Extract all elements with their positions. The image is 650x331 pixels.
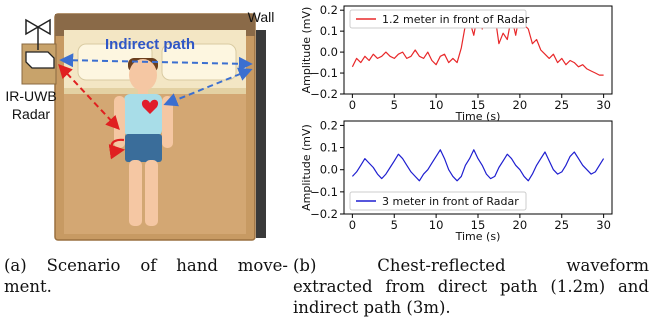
caption-a: (a) Scenario of hand move- ment. xyxy=(4,255,288,297)
caption-b-line2: extracted from direct path (1.2m) and xyxy=(293,277,649,296)
x-tick-label: 10 xyxy=(429,98,444,112)
x-tick-label: 15 xyxy=(471,218,486,232)
x-tick-label: 20 xyxy=(513,218,528,232)
hand-motion-arc-icon xyxy=(108,138,126,160)
bed-sheet-fold xyxy=(64,88,246,94)
x-tick-label: 30 xyxy=(596,98,611,112)
person-neck xyxy=(138,88,148,96)
caption-b-line1: (b) Chest-reflected waveform xyxy=(293,256,649,275)
series-line xyxy=(351,149,605,182)
indirect-path-arrow-radar-wall xyxy=(59,53,253,71)
x-tick-label: 25 xyxy=(554,98,569,112)
x-axis-label: Time (s) xyxy=(455,230,501,243)
indirect-path-arrow-wall-person xyxy=(163,67,253,107)
chart-direct-path: 0 5 10 15 20 25 30 −0.2 −0.1 0.0 0.1 0.2 Time (s) Amp… xyxy=(300,3,613,123)
x-tick-label: 25 xyxy=(554,218,569,232)
y-tick-label: 0.2 xyxy=(320,3,338,17)
heart-icon xyxy=(141,99,159,114)
y-tick-label: 0.2 xyxy=(320,118,338,132)
person-arm-right xyxy=(162,96,173,148)
direct-path-arrow xyxy=(58,63,120,131)
caption-a-line2: ment. xyxy=(4,277,52,296)
person-shorts xyxy=(125,134,162,162)
radar-label-line2: Radar xyxy=(12,106,50,122)
y-tick-label: −0.2 xyxy=(310,87,338,101)
x-tick-label: 20 xyxy=(513,98,528,112)
figure-canvas: Wall Indirect path IR-UWB Radar 0 5 10 15 20… xyxy=(5,3,613,243)
radar-device xyxy=(21,18,57,85)
x-tick-label: 5 xyxy=(391,98,398,112)
x-tick-label: 5 xyxy=(391,218,398,232)
y-tick-label: −0.1 xyxy=(310,66,338,80)
indirect-path-label: Indirect path xyxy=(105,36,195,53)
chart-indirect-path: 0 5 10 15 20 25 30 −0.2 −0.1 0.0 0.1 0.2 Time (s) Amp… xyxy=(300,118,613,243)
y-axis-label: Amplitude (mV) xyxy=(300,124,313,211)
radar-label-line1: IR-UWB xyxy=(5,88,56,104)
y-tick-label: 0.0 xyxy=(320,163,338,177)
caption-a-line1: (a) Scenario of hand move- xyxy=(4,256,288,275)
caption-b: (b) Chest-reflected waveform extracted f… xyxy=(293,255,649,318)
y-tick-label: −0.1 xyxy=(310,185,338,199)
legend-box xyxy=(349,9,527,29)
legend-box xyxy=(349,191,527,211)
wall xyxy=(256,30,266,238)
wall-label: Wall xyxy=(248,9,275,25)
y-tick-label: 0.1 xyxy=(320,24,338,38)
legend-label: 3 meter in front of Radar xyxy=(382,195,519,208)
y-tick-label: −0.2 xyxy=(310,207,338,221)
y-axis-label: Amplitude (mV) xyxy=(300,7,313,94)
legend-label: 1.2 meter in front of Radar xyxy=(382,13,530,26)
x-tick-label: 15 xyxy=(471,98,486,112)
x-tick-label: 10 xyxy=(429,218,444,232)
x-axis-label: Time (s) xyxy=(455,110,501,123)
person-head xyxy=(129,59,157,91)
caption-b-line3: indirect path (3m). xyxy=(293,298,451,317)
x-tick-label: 0 xyxy=(349,218,356,232)
x-tick-label: 30 xyxy=(596,218,611,232)
person-leg-right xyxy=(145,160,158,226)
x-tick-label: 0 xyxy=(349,98,356,112)
radar-module-icon xyxy=(25,51,55,69)
y-tick-label: 0.0 xyxy=(320,45,338,59)
radar-antenna-icon xyxy=(25,18,51,50)
person-leg-left xyxy=(129,160,142,226)
y-tick-label: 0.1 xyxy=(320,141,338,155)
